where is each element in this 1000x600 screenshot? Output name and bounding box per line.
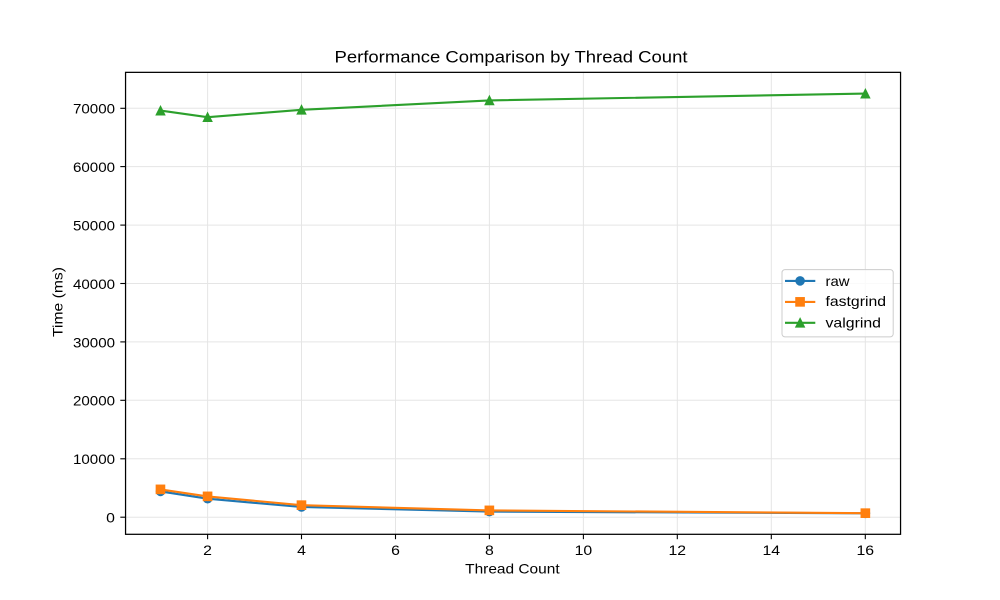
- svg-text:2: 2: [203, 542, 212, 558]
- svg-text:10000: 10000: [73, 451, 115, 467]
- svg-text:40000: 40000: [73, 276, 115, 292]
- svg-text:Time (ms): Time (ms): [49, 267, 65, 337]
- svg-text:10: 10: [575, 542, 593, 558]
- svg-text:16: 16: [857, 542, 875, 558]
- svg-text:70000: 70000: [73, 101, 115, 117]
- svg-text:raw: raw: [826, 273, 851, 289]
- svg-text:valgrind: valgrind: [826, 314, 882, 330]
- svg-text:Thread Count: Thread Count: [465, 561, 560, 577]
- svg-text:6: 6: [391, 542, 400, 558]
- svg-text:fastgrind: fastgrind: [826, 293, 887, 309]
- svg-text:20000: 20000: [73, 393, 115, 409]
- svg-text:4: 4: [297, 542, 306, 558]
- svg-text:50000: 50000: [73, 218, 115, 234]
- svg-text:Performance Comparison by Thre: Performance Comparison by Thread Count: [335, 47, 688, 66]
- svg-text:8: 8: [485, 542, 494, 558]
- svg-text:60000: 60000: [73, 159, 115, 175]
- svg-text:0: 0: [106, 510, 115, 526]
- svg-text:12: 12: [669, 542, 687, 558]
- svg-text:30000: 30000: [73, 334, 115, 350]
- svg-text:14: 14: [763, 542, 781, 558]
